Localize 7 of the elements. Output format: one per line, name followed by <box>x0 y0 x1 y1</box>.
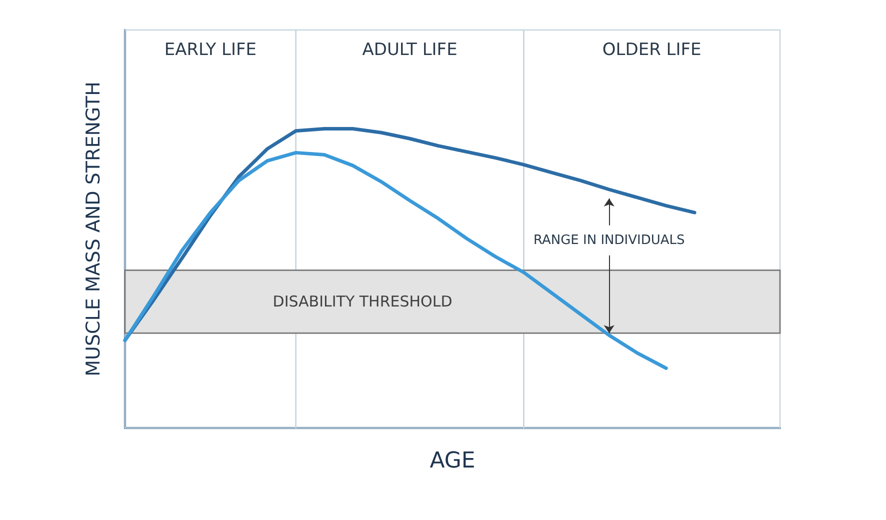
x-axis-title: AGE <box>430 448 476 474</box>
text: OLDER LIFE <box>602 40 702 60</box>
text: ADULT LIFE <box>362 40 458 60</box>
text: EARLY LIFE <box>164 40 257 60</box>
band-label: DISABILITY THRESHOLD <box>272 292 452 311</box>
annotation: RANGE IN INDIVIDUALS <box>533 232 685 248</box>
y-axis-title: MUSCLE MASS AND STRENGTH <box>82 82 104 376</box>
